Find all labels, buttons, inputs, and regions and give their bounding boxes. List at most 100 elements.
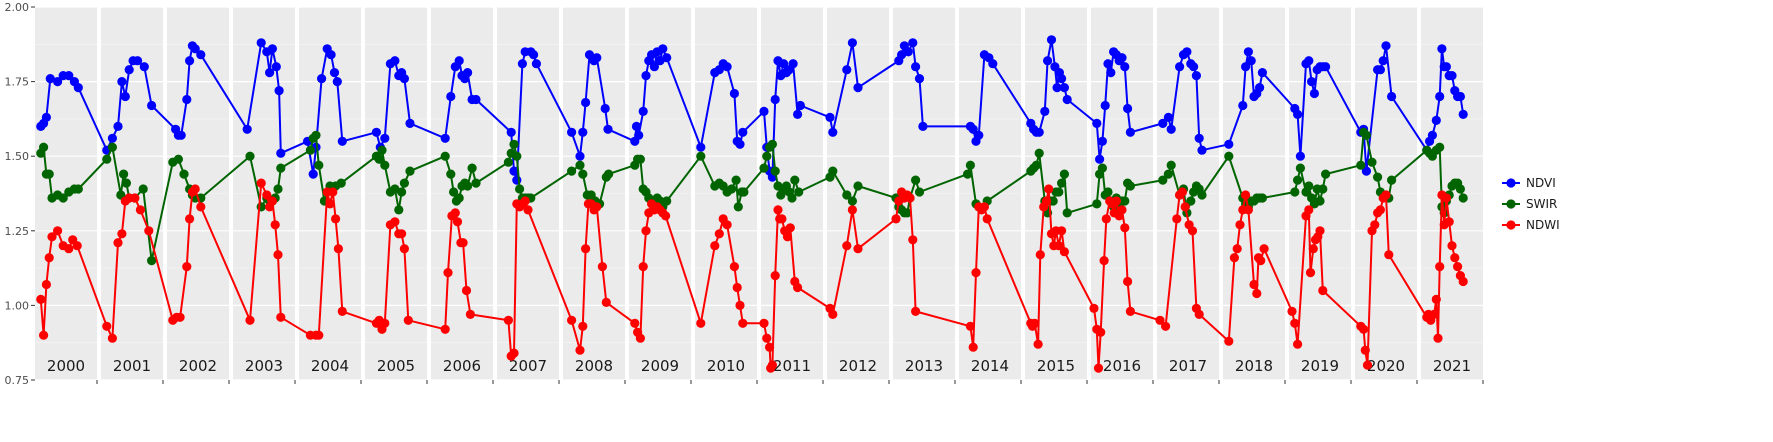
data-point [1305, 268, 1316, 278]
data-point [1035, 250, 1045, 260]
data-point [982, 214, 992, 224]
data-point [1106, 68, 1116, 78]
y-axis: 0.75 1.00 1.25 1.50 1.75 2.00 [5, 1, 35, 387]
data-point [575, 345, 585, 355]
data-point [1453, 262, 1463, 272]
y-tick-label: 1.25 [5, 225, 30, 238]
data-point [273, 184, 283, 194]
data-point [567, 127, 577, 137]
panel-year-label: 2009 [641, 357, 679, 375]
data-point [399, 178, 409, 188]
data-point [1249, 279, 1259, 290]
data-point [1117, 53, 1127, 63]
data-point [1125, 127, 1135, 137]
legend-key-point [1506, 178, 1516, 188]
data-point [64, 244, 74, 254]
data-point [1437, 44, 1447, 54]
data-point [641, 71, 651, 81]
data-point [1255, 83, 1265, 93]
data-point [107, 142, 117, 152]
data-point [1033, 339, 1043, 349]
data-point [891, 214, 901, 224]
data-point [567, 166, 577, 176]
data-point [828, 166, 838, 176]
data-point [714, 229, 724, 239]
panel-year-label: 2007 [509, 357, 547, 375]
data-point [332, 77, 342, 87]
data-point [979, 202, 990, 212]
data-point [1046, 35, 1057, 45]
data-point [1172, 214, 1182, 224]
data-point [446, 91, 456, 102]
data-point [1194, 309, 1204, 319]
data-point [604, 169, 614, 179]
data-point [1103, 59, 1113, 69]
data-point [1241, 62, 1251, 72]
data-point [471, 178, 481, 188]
data-point [1458, 193, 1468, 203]
data-point [314, 160, 324, 170]
data-point [394, 205, 404, 215]
year-panel: 2018 [1223, 6, 1285, 381]
data-point [1373, 172, 1383, 182]
data-point [729, 262, 740, 272]
data-point [1120, 223, 1130, 233]
data-point [600, 103, 610, 114]
data-point [325, 199, 335, 209]
data-point [662, 196, 672, 206]
panel-year-label: 2012 [839, 357, 877, 375]
data-point [1089, 303, 1099, 313]
data-point [273, 250, 283, 260]
data-point [710, 241, 720, 251]
data-point [102, 154, 112, 164]
data-point [337, 306, 347, 316]
data-point [1103, 187, 1113, 197]
data-point [1429, 309, 1439, 319]
data-point [147, 100, 157, 111]
data-point [1235, 220, 1245, 230]
data-point [581, 97, 591, 108]
data-point [759, 318, 769, 328]
data-point [1246, 56, 1256, 66]
data-point [738, 318, 748, 328]
data-point [336, 178, 346, 188]
data-point [739, 187, 749, 197]
data-point [963, 169, 973, 179]
data-point [777, 214, 787, 224]
data-point [1229, 253, 1239, 263]
data-point [1293, 175, 1303, 185]
data-point [305, 145, 315, 155]
data-point [182, 262, 192, 272]
data-point [1241, 190, 1251, 200]
data-point [176, 130, 186, 140]
data-point [58, 193, 68, 203]
data-point [1175, 62, 1185, 72]
data-point [113, 121, 123, 131]
data-point [1182, 47, 1192, 57]
panel-year-label: 2008 [575, 357, 613, 375]
data-point [1100, 100, 1110, 111]
data-point [503, 315, 513, 325]
data-point [509, 139, 519, 149]
data-point [454, 56, 464, 66]
data-point [853, 244, 863, 254]
data-point [506, 127, 516, 137]
data-point [1194, 133, 1204, 143]
data-point [53, 226, 63, 236]
data-point [638, 262, 648, 272]
data-point [529, 50, 539, 60]
legend-key-point [1506, 199, 1516, 209]
data-point [1435, 142, 1445, 152]
data-point [974, 130, 984, 140]
data-point [329, 68, 340, 78]
legend-key-point [1506, 220, 1516, 230]
data-point [662, 53, 672, 63]
data-point [399, 244, 409, 254]
data-point [1059, 83, 1069, 93]
data-point [1458, 109, 1468, 119]
data-point [903, 47, 913, 57]
data-point [1092, 199, 1102, 209]
x-axis-ticks [96, 380, 1484, 384]
data-point [463, 181, 473, 191]
data-point [770, 94, 780, 105]
